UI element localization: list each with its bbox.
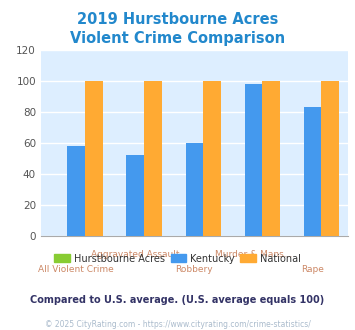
Text: Violent Crime Comparison: Violent Crime Comparison <box>70 31 285 46</box>
Text: Compared to U.S. average. (U.S. average equals 100): Compared to U.S. average. (U.S. average … <box>31 295 324 305</box>
Bar <box>262 81 280 236</box>
Bar <box>203 81 221 236</box>
Bar <box>126 155 144 236</box>
Bar <box>321 81 339 236</box>
Bar <box>186 143 203 236</box>
Text: Aggravated Assault: Aggravated Assault <box>91 250 180 259</box>
Text: Murder & Mans...: Murder & Mans... <box>215 250 292 259</box>
Legend: Hurstbourne Acres, Kentucky, National: Hurstbourne Acres, Kentucky, National <box>50 249 305 267</box>
Text: All Violent Crime: All Violent Crime <box>38 265 114 274</box>
Text: Robbery: Robbery <box>176 265 213 274</box>
Bar <box>67 146 85 236</box>
Bar <box>144 81 162 236</box>
Text: 2019 Hurstbourne Acres: 2019 Hurstbourne Acres <box>77 12 278 26</box>
Bar <box>85 81 103 236</box>
Bar <box>304 107 321 236</box>
Text: Rape: Rape <box>301 265 324 274</box>
Bar <box>245 84 262 236</box>
Text: © 2025 CityRating.com - https://www.cityrating.com/crime-statistics/: © 2025 CityRating.com - https://www.city… <box>45 320 310 329</box>
